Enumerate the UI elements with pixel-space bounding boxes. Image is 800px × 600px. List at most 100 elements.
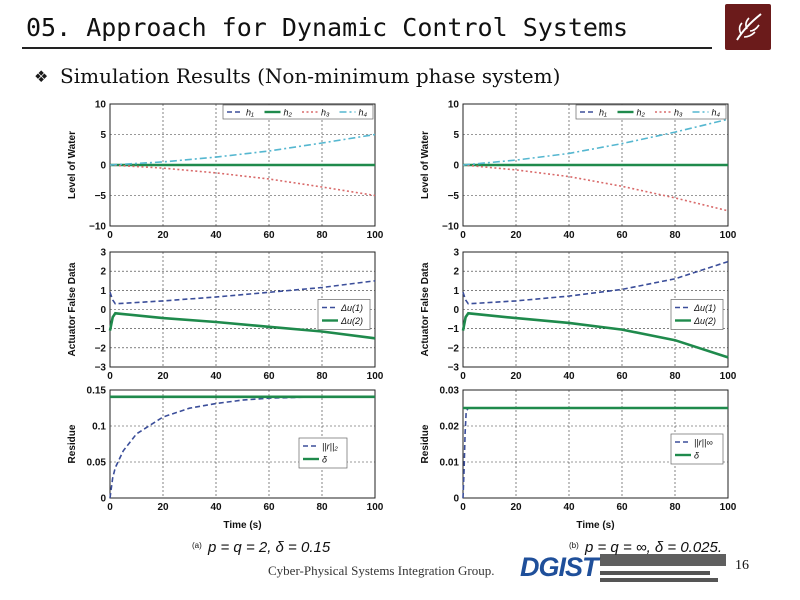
y-tick-label: −2 bbox=[448, 343, 460, 354]
legend-box bbox=[317, 299, 371, 330]
y-axis-label: Residue bbox=[420, 424, 431, 463]
y-tick-label: −10 bbox=[89, 222, 106, 233]
x-axis-label: Time (s) bbox=[223, 520, 261, 531]
y-tick-label: 0 bbox=[453, 161, 459, 172]
y-tick-label: 0.05 bbox=[87, 458, 107, 469]
series-line-residue bbox=[109, 396, 323, 499]
chart-panel-b-2: 0 20 40 60 80 100 −3 −2 −1 0 1 2 3 Actuator False Dat… bbox=[420, 248, 737, 383]
legend-label-h2: h₂ bbox=[637, 108, 646, 118]
x-tick-label: 40 bbox=[563, 502, 575, 513]
x-tick-label: 60 bbox=[616, 371, 628, 382]
chart-panel-a-2: 0 20 40 60 80 100 −3 −2 −1 0 1 2 3 Actuator False Dat… bbox=[67, 248, 384, 383]
series-line-du1 bbox=[109, 280, 376, 305]
y-tick-label: 0 bbox=[100, 305, 106, 316]
legend-box bbox=[222, 104, 374, 120]
x-tick-label: 0 bbox=[460, 502, 466, 513]
university-emblem-icon bbox=[725, 4, 771, 50]
x-tick-label: 0 bbox=[107, 502, 113, 513]
x-tick-label: 0 bbox=[460, 230, 466, 241]
page-number: 16 bbox=[735, 558, 749, 573]
panel-caption-label: (a) bbox=[192, 541, 202, 550]
legend-label-residue: ||r||∞ bbox=[694, 438, 713, 448]
legend-label-du2: Δu(2) bbox=[693, 316, 716, 326]
footer-text: Cyber-Physical Systems Integration Group… bbox=[268, 563, 495, 578]
legend-label-h3: h₃ bbox=[321, 108, 330, 118]
y-tick-label: −2 bbox=[95, 343, 107, 354]
y-tick-label: 10 bbox=[448, 100, 460, 111]
legend-label-h3: h₃ bbox=[674, 108, 683, 118]
y-tick-label: 0 bbox=[100, 494, 106, 505]
panel-caption-label: (b) bbox=[569, 541, 579, 550]
panel-caption: p = q = ∞, δ = 0.025. bbox=[584, 539, 722, 556]
y-tick-label: 3 bbox=[100, 248, 106, 259]
y-tick-label: 0.1 bbox=[92, 422, 106, 433]
x-tick-label: 20 bbox=[157, 230, 169, 241]
series-line-h3 bbox=[109, 164, 376, 197]
dgist-logo-subtext bbox=[600, 554, 730, 584]
legend-box bbox=[298, 437, 348, 469]
y-tick-label: 0.15 bbox=[87, 386, 107, 397]
y-tick-label: 10 bbox=[95, 100, 107, 111]
x-tick-label: 80 bbox=[669, 502, 681, 513]
x-tick-label: 20 bbox=[510, 230, 522, 241]
x-tick-label: 80 bbox=[669, 230, 681, 241]
series-line-residue bbox=[462, 407, 728, 499]
legend-label-h1: h₁ bbox=[599, 108, 607, 118]
x-tick-label: 20 bbox=[157, 371, 169, 382]
x-tick-label: 60 bbox=[616, 502, 628, 513]
legend-box bbox=[670, 299, 724, 330]
y-tick-label: −5 bbox=[95, 191, 107, 202]
dgist-logo: DGIST bbox=[520, 552, 599, 582]
x-tick-label: 80 bbox=[316, 371, 328, 382]
x-tick-label: 80 bbox=[669, 371, 681, 382]
x-tick-label: 80 bbox=[316, 502, 328, 513]
legend-label-du1: Δu(1) bbox=[693, 303, 716, 313]
y-tick-label: 0 bbox=[453, 305, 459, 316]
y-axis-label: Actuator False Data bbox=[420, 262, 431, 356]
y-tick-label: 0.02 bbox=[440, 422, 460, 433]
chart-panel-a-1: 0 20 40 60 80 100 −10 −5 0 5 10 Level of Water h₁ h₂ h… bbox=[67, 100, 384, 242]
y-tick-label: 0.03 bbox=[440, 386, 460, 397]
legend-label-du2: Δu(2) bbox=[340, 316, 363, 326]
y-tick-label: 0 bbox=[100, 161, 106, 172]
diamond-bullet-icon: ❖ bbox=[34, 67, 49, 86]
x-tick-label: 0 bbox=[107, 371, 113, 382]
x-tick-label: 100 bbox=[367, 502, 384, 513]
x-tick-label: 40 bbox=[210, 502, 222, 513]
x-tick-label: 40 bbox=[563, 371, 575, 382]
x-tick-label: 100 bbox=[720, 230, 737, 241]
x-axis-label: Time (s) bbox=[576, 520, 614, 531]
y-tick-label: −10 bbox=[442, 222, 459, 233]
x-tick-label: 40 bbox=[210, 371, 222, 382]
y-axis-label: Level of Water bbox=[67, 131, 78, 199]
y-tick-label: 0.01 bbox=[440, 458, 460, 469]
legend-box bbox=[575, 104, 727, 120]
y-tick-label: 1 bbox=[100, 286, 106, 297]
y-tick-label: 2 bbox=[100, 267, 106, 278]
legend-label-h4: h₄ bbox=[712, 108, 721, 118]
y-tick-label: −1 bbox=[95, 324, 107, 335]
x-tick-label: 100 bbox=[367, 230, 384, 241]
x-tick-label: 80 bbox=[316, 230, 328, 241]
x-tick-label: 100 bbox=[720, 502, 737, 513]
y-tick-label: 0 bbox=[453, 494, 459, 505]
legend-label-h2: h₂ bbox=[284, 108, 293, 118]
chart-panel-b-1: 0 20 40 60 80 100 −10 −5 0 5 10 Level of Water h₁ h₂ h… bbox=[420, 100, 737, 242]
series-line-du1 bbox=[462, 260, 729, 305]
x-tick-label: 0 bbox=[460, 371, 466, 382]
x-tick-label: 0 bbox=[107, 230, 113, 241]
legend-label-threshold: δ bbox=[322, 455, 328, 465]
x-tick-label: 40 bbox=[210, 230, 222, 241]
x-tick-label: 20 bbox=[510, 371, 522, 382]
y-axis-label: Actuator False Data bbox=[67, 262, 78, 356]
y-tick-label: 5 bbox=[453, 130, 459, 141]
y-tick-label: −1 bbox=[448, 324, 460, 335]
chart-panel-b-3: 0 20 40 60 80 100 0 0.01 0.02 0.03 Residue Time (s)… bbox=[420, 386, 737, 557]
x-tick-label: 60 bbox=[263, 502, 275, 513]
x-tick-label: 20 bbox=[157, 502, 169, 513]
x-tick-label: 60 bbox=[263, 371, 275, 382]
series-line-du2 bbox=[461, 311, 729, 359]
series-line-du2 bbox=[108, 311, 376, 340]
x-tick-label: 100 bbox=[367, 371, 384, 382]
